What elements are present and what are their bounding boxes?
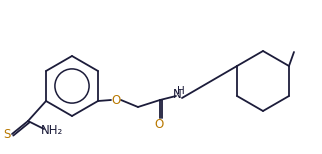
Text: O: O xyxy=(154,118,164,130)
Text: N: N xyxy=(173,89,181,101)
Text: S: S xyxy=(3,128,11,142)
Text: O: O xyxy=(111,93,121,107)
Text: H: H xyxy=(177,86,185,96)
Text: NH₂: NH₂ xyxy=(41,124,63,136)
